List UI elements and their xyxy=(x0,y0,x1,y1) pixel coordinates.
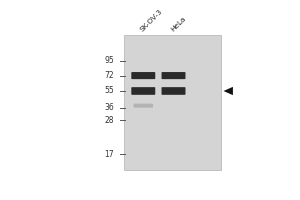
Text: HeLa: HeLa xyxy=(169,15,187,32)
Bar xyxy=(129,38,216,167)
Bar xyxy=(142,47,203,158)
Text: 72: 72 xyxy=(105,71,114,80)
Bar xyxy=(130,39,214,166)
Text: 17: 17 xyxy=(105,150,114,159)
Bar xyxy=(131,40,214,165)
Text: 95: 95 xyxy=(104,56,114,65)
Bar xyxy=(128,38,216,167)
Bar xyxy=(132,40,213,165)
Bar xyxy=(140,46,204,159)
Bar xyxy=(141,46,204,159)
FancyBboxPatch shape xyxy=(161,87,185,95)
Bar xyxy=(130,39,215,166)
Bar xyxy=(126,37,218,168)
Bar xyxy=(134,42,211,163)
Bar xyxy=(137,44,208,162)
Bar xyxy=(137,44,207,161)
Bar xyxy=(140,45,205,160)
Bar xyxy=(139,45,206,160)
Bar xyxy=(125,36,220,169)
Bar xyxy=(126,36,219,169)
FancyBboxPatch shape xyxy=(131,87,155,95)
Text: 55: 55 xyxy=(104,86,114,95)
Bar xyxy=(136,43,208,162)
Bar xyxy=(144,48,201,157)
Bar xyxy=(135,43,209,162)
Bar xyxy=(124,35,221,170)
Bar xyxy=(124,35,221,170)
Bar xyxy=(133,41,212,164)
Text: 36: 36 xyxy=(104,103,114,112)
Bar xyxy=(138,44,206,161)
Bar xyxy=(124,35,220,170)
Bar xyxy=(127,37,218,168)
Text: 28: 28 xyxy=(105,116,114,125)
FancyBboxPatch shape xyxy=(161,72,185,79)
FancyBboxPatch shape xyxy=(131,72,155,79)
Polygon shape xyxy=(224,87,233,95)
Bar xyxy=(142,47,202,158)
Text: SK-OV-3: SK-OV-3 xyxy=(139,8,164,32)
Bar xyxy=(135,42,210,163)
FancyBboxPatch shape xyxy=(134,104,153,108)
Bar xyxy=(128,38,217,168)
Bar xyxy=(143,48,202,157)
Bar xyxy=(133,41,211,164)
